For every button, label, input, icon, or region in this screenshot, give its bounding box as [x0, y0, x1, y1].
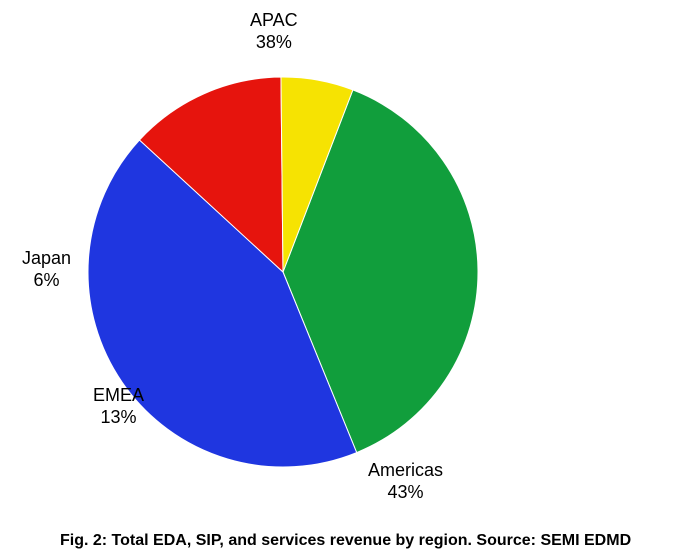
slice-label-name: Japan [22, 248, 71, 270]
pie-chart-figure: APAC38% Americas43% EMEA13% Japan6% Fig. 2:… [0, 0, 700, 556]
slice-label-emea: EMEA13% [93, 385, 144, 428]
slice-label-pct: 13% [93, 407, 144, 429]
slice-label-name: Americas [368, 460, 443, 482]
slice-label-name: APAC [250, 10, 298, 32]
slice-label-japan: Japan6% [22, 248, 71, 291]
slice-label-americas: Americas43% [368, 460, 443, 503]
slice-label-pct: 38% [250, 32, 298, 54]
slice-label-pct: 6% [22, 270, 71, 292]
pie-chart-svg [0, 0, 700, 556]
figure-caption: Fig. 2: Total EDA, SIP, and services rev… [60, 532, 631, 550]
slice-label-name: EMEA [93, 385, 144, 407]
slice-label-pct: 43% [368, 482, 443, 504]
slice-label-apac: APAC38% [250, 10, 298, 53]
